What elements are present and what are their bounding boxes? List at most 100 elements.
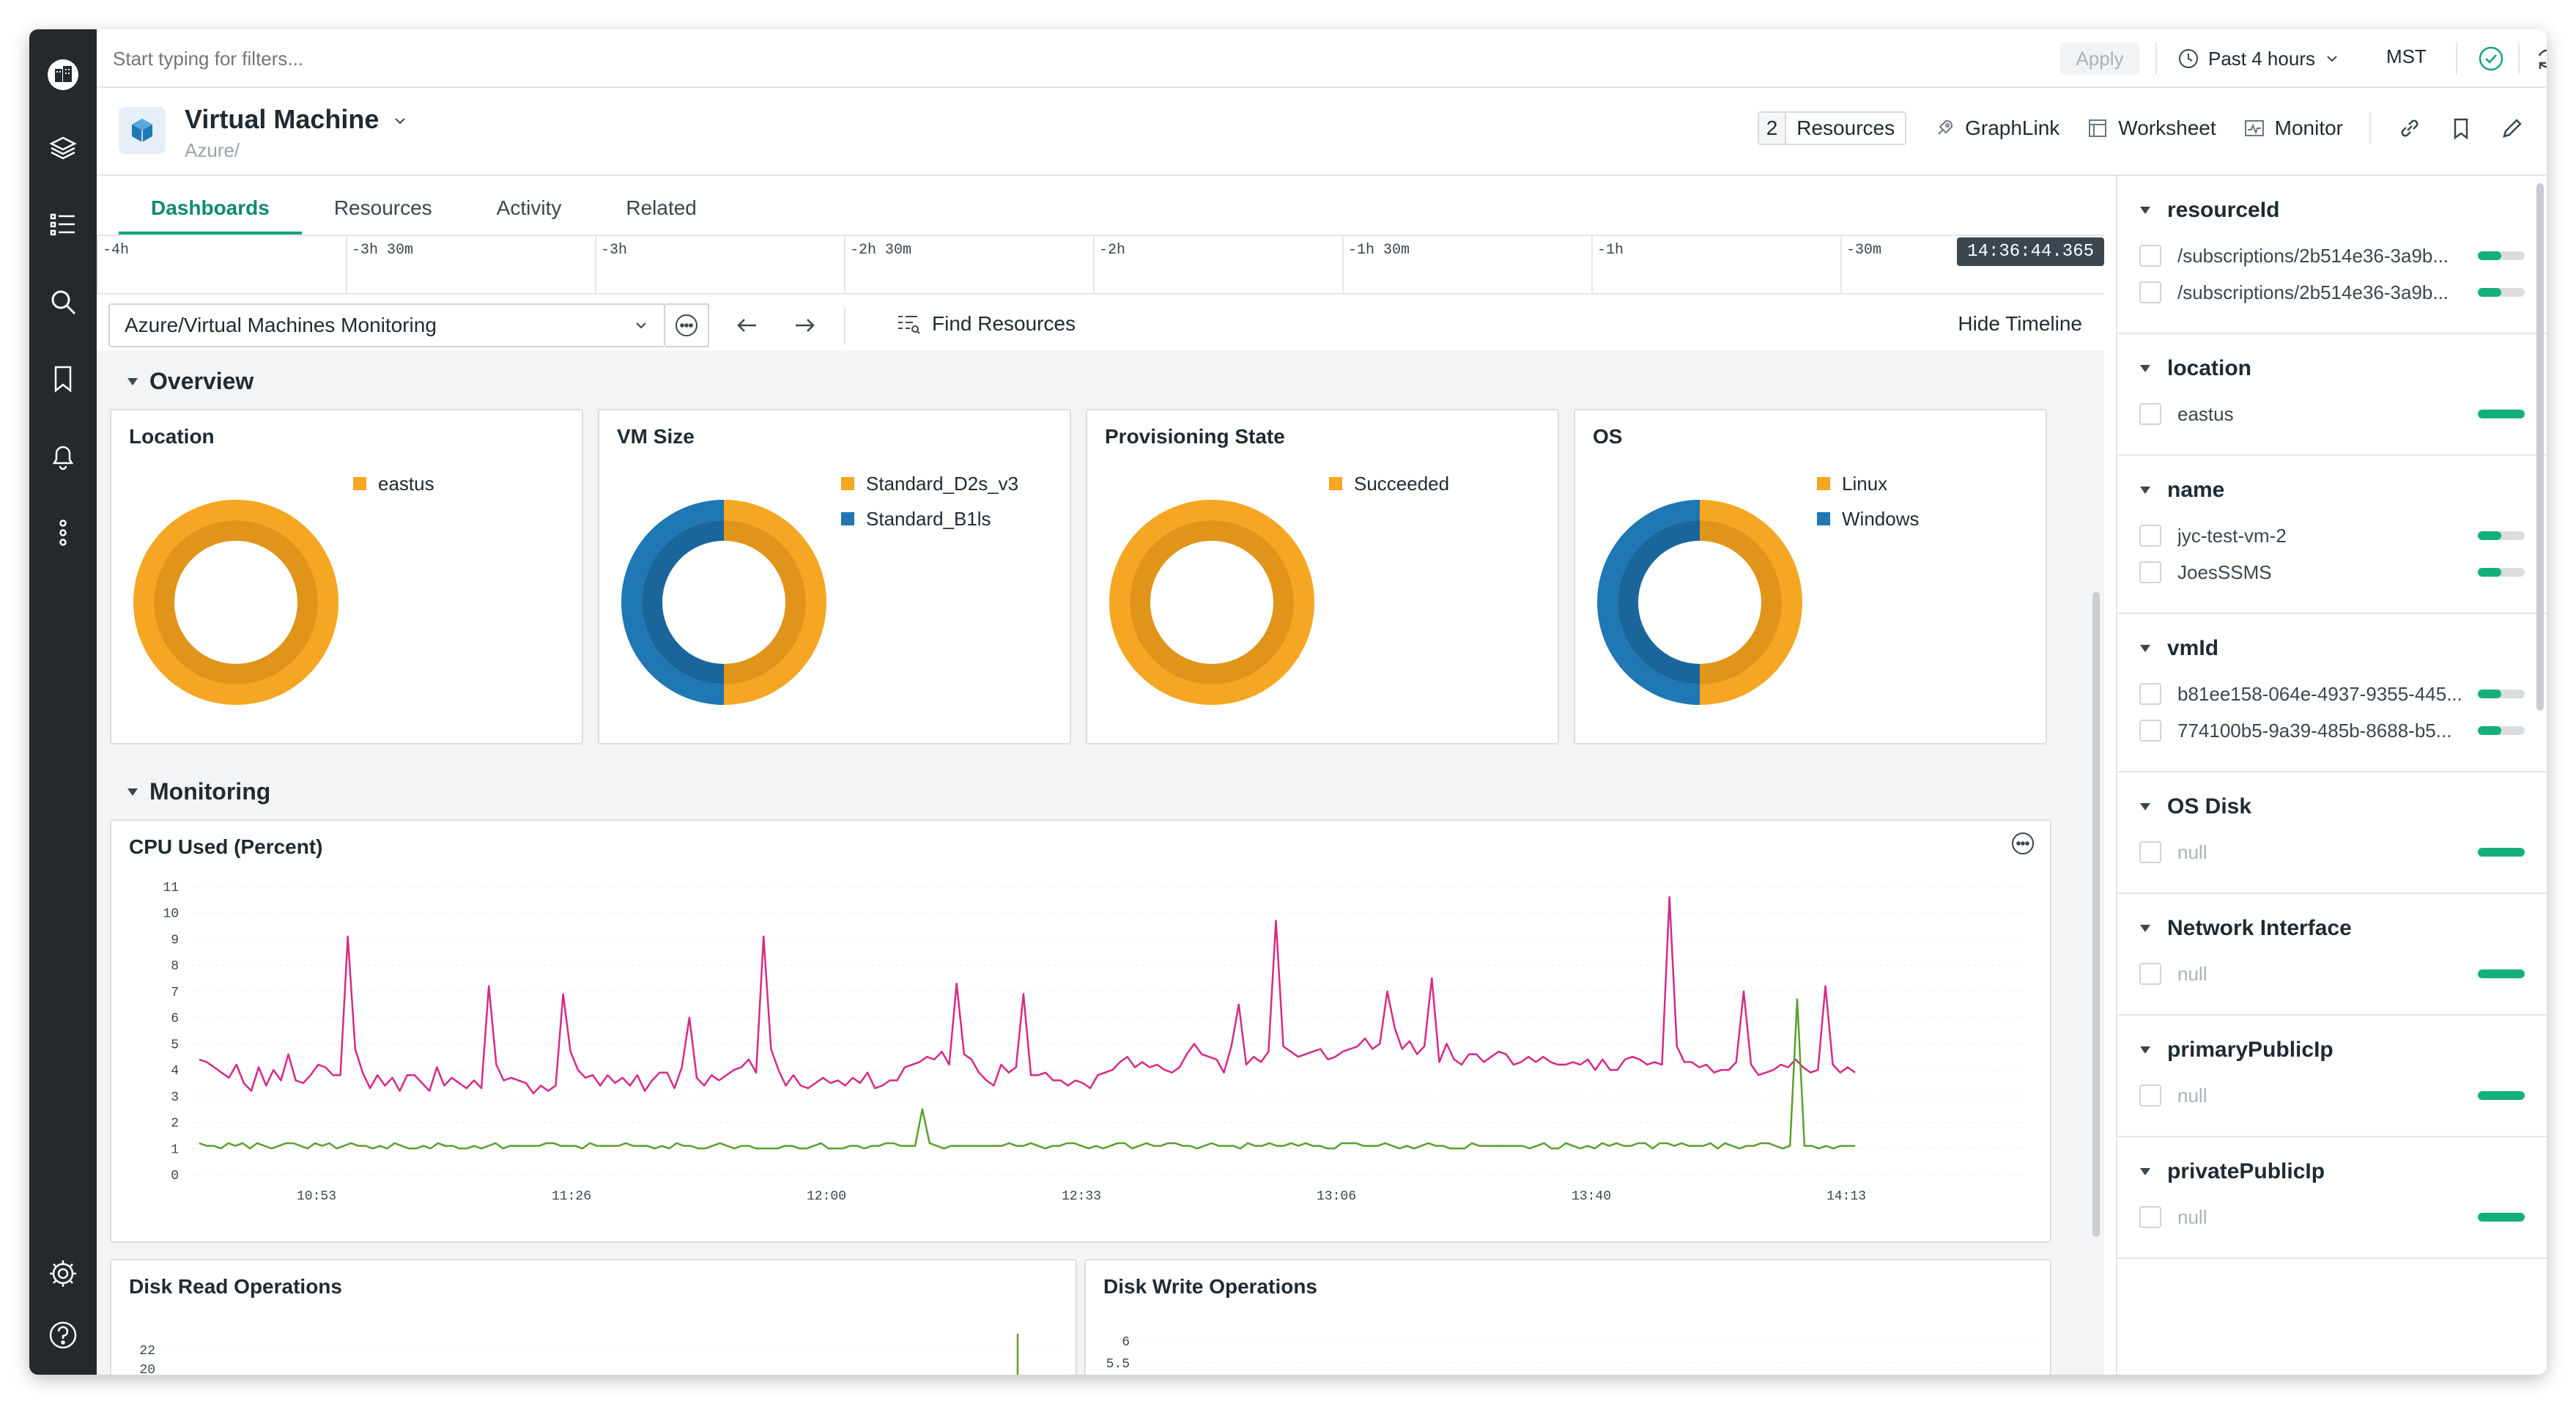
facet-checkbox[interactable]: [2139, 403, 2161, 425]
facet-header[interactable]: privatePublicIp: [2139, 1159, 2525, 1184]
donut-slice-inner[interactable]: [642, 520, 724, 684]
monitoring-section-header[interactable]: Monitoring: [126, 778, 270, 805]
time-range-picker[interactable]: Past 4 hours: [2177, 43, 2340, 75]
disk-write-chart[interactable]: 6 5.5 5: [1093, 1312, 2046, 1375]
facet-checkbox[interactable]: [2139, 1206, 2161, 1228]
facet-header[interactable]: name: [2139, 478, 2525, 503]
dashboard-select[interactable]: Azure/Virtual Machines Monitoring: [108, 303, 665, 347]
facet-checkbox[interactable]: [2139, 841, 2161, 863]
legend-item[interactable]: Standard_B1ls: [841, 501, 1018, 536]
donut-slice-inner[interactable]: [724, 520, 806, 684]
cpu-series-line-green[interactable]: [199, 998, 1855, 1150]
donut-chart[interactable]: [1102, 492, 1322, 712]
tab-activity[interactable]: Activity: [496, 196, 562, 219]
dashboard-more-button[interactable]: [665, 303, 709, 347]
facet-checkbox[interactable]: [2139, 525, 2161, 547]
facet-header[interactable]: vmId: [2139, 636, 2525, 661]
facet-row[interactable]: null: [2139, 1199, 2525, 1235]
facet-header[interactable]: OS Disk: [2139, 794, 2525, 819]
bell-icon[interactable]: [47, 440, 79, 472]
breadcrumb[interactable]: Azure/: [185, 139, 240, 161]
donut-slice[interactable]: [1597, 500, 1700, 705]
legend-item[interactable]: Windows: [1817, 501, 1919, 536]
legend-swatch: [1329, 477, 1342, 490]
hide-timeline-button[interactable]: Hide Timeline: [1958, 312, 2082, 335]
facet-header[interactable]: Network Interface: [2139, 916, 2525, 941]
facet-header[interactable]: resourceId: [2139, 198, 2525, 223]
monitor-button[interactable]: Monitor: [2243, 117, 2343, 140]
donut-chart[interactable]: [126, 492, 346, 712]
facet-row[interactable]: /subscriptions/2b514e36-3a9b...: [2139, 237, 2525, 274]
legend-item[interactable]: Standard_D2s_v3: [841, 466, 1018, 501]
facet-checkbox[interactable]: [2139, 683, 2161, 705]
apply-button[interactable]: Apply: [2060, 43, 2139, 75]
bookmark-icon[interactable]: [2449, 116, 2473, 141]
facet-checkbox[interactable]: [2139, 281, 2161, 303]
facet-row[interactable]: jyc-test-vm-2: [2139, 517, 2525, 554]
layers-icon[interactable]: [47, 132, 79, 164]
facet-row[interactable]: 774100b5-9a39-485b-8688-b5...: [2139, 712, 2525, 749]
donut-slice[interactable]: [1109, 500, 1314, 705]
donut-slice[interactable]: [621, 500, 724, 705]
gear-icon[interactable]: [47, 1257, 79, 1290]
help-icon[interactable]: [47, 1319, 79, 1351]
tab-resources[interactable]: Resources: [333, 196, 432, 219]
forward-arrow-icon[interactable]: [785, 306, 823, 344]
facet-row[interactable]: JoesSSMS: [2139, 554, 2525, 591]
list-icon[interactable]: [47, 209, 79, 241]
find-resources-button[interactable]: Find Resources: [895, 311, 1076, 337]
facet-header[interactable]: location: [2139, 356, 2525, 381]
cpu-series-line-magenta[interactable]: [199, 896, 1856, 1095]
facet-checkbox[interactable]: [2139, 963, 2161, 985]
facet-checkbox[interactable]: [2139, 1085, 2161, 1106]
worksheet-button[interactable]: Worksheet: [2086, 117, 2216, 140]
disk-read-chart[interactable]: 22 20: [119, 1312, 1071, 1375]
facet-row[interactable]: null: [2139, 956, 2525, 992]
legend-item[interactable]: Linux: [1817, 466, 1919, 501]
check-circle-icon[interactable]: [2476, 44, 2506, 77]
pencil-icon[interactable]: [2500, 116, 2525, 141]
graphlink-button[interactable]: GraphLink: [1933, 117, 2059, 140]
timezone-label[interactable]: MST: [2386, 45, 2427, 67]
facet-row[interactable]: null: [2139, 834, 2525, 871]
back-arrow-icon[interactable]: [728, 306, 766, 344]
app-window: Apply Past 4 hours MST Virtual Ma: [29, 29, 2547, 1375]
bookmark-icon[interactable]: [47, 363, 79, 395]
facet-checkbox[interactable]: [2139, 245, 2161, 267]
donut-slice[interactable]: [724, 500, 826, 705]
refresh-icon[interactable]: [2533, 44, 2547, 77]
timeline[interactable]: -4h -3h 30m -3h -2h 30m -2h -1h 30m -1h …: [97, 234, 2104, 295]
facet-row[interactable]: b81ee158-064e-4937-9355-445...: [2139, 676, 2525, 712]
legend-item[interactable]: eastus: [353, 466, 434, 501]
facet-distribution-fill: [2478, 288, 2501, 297]
donut-slice-inner[interactable]: [1700, 520, 1782, 684]
facet-checkbox[interactable]: [2139, 720, 2161, 742]
search-icon[interactable]: [47, 286, 79, 318]
resources-button[interactable]: 2 Resources: [1757, 111, 1907, 145]
filter-input[interactable]: [113, 41, 2018, 76]
overview-section-header[interactable]: Overview: [126, 368, 253, 395]
tab-dashboards[interactable]: Dashboards: [119, 196, 302, 234]
donut-chart[interactable]: [1590, 492, 1810, 712]
facet-scrollbar[interactable]: [2536, 183, 2544, 711]
donut-slice[interactable]: [1700, 500, 1802, 705]
facet-row[interactable]: eastus: [2139, 396, 2525, 432]
donut-chart[interactable]: [614, 492, 834, 712]
donut-slice[interactable]: [133, 500, 338, 705]
panel-more-icon[interactable]: [2010, 831, 2035, 860]
legend-item[interactable]: Succeeded: [1329, 466, 1449, 501]
page-title[interactable]: Virtual Machine: [185, 104, 408, 135]
facet-row[interactable]: /subscriptions/2b514e36-3a9b...: [2139, 274, 2525, 311]
facet-checkbox[interactable]: [2139, 561, 2161, 583]
donut-slice-inner[interactable]: [1130, 520, 1294, 684]
donut-slice-inner[interactable]: [1618, 520, 1700, 684]
buildings-logo-icon[interactable]: [47, 59, 79, 91]
more-vertical-icon[interactable]: [47, 517, 79, 549]
donut-slice-inner[interactable]: [154, 520, 318, 684]
facet-header[interactable]: primaryPublicIp: [2139, 1038, 2525, 1063]
link-icon[interactable]: [2397, 116, 2422, 141]
tab-related[interactable]: Related: [626, 196, 697, 219]
facet-row[interactable]: null: [2139, 1077, 2525, 1114]
content-scrollbar[interactable]: [2092, 592, 2100, 1237]
